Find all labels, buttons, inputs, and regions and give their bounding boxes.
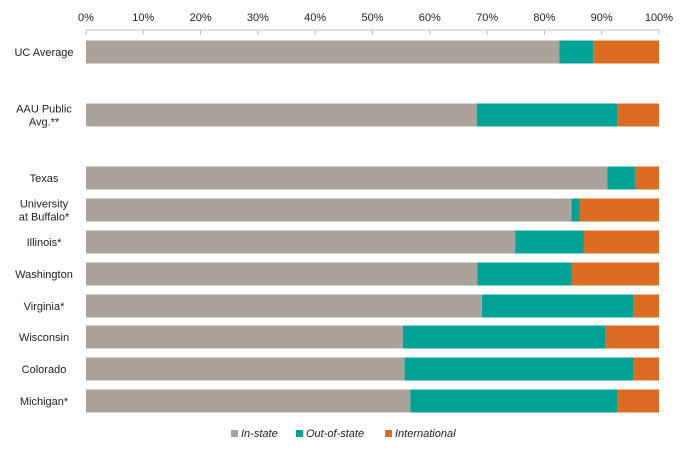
bar-segment [86, 294, 482, 318]
category-label: Illinois* [27, 237, 63, 249]
bar-segment [633, 357, 659, 381]
bar-segment [593, 40, 659, 64]
legend-label: Out-of-state [306, 428, 364, 440]
bar-segment [515, 230, 584, 254]
x-tick-label: 30% [247, 12, 269, 24]
category-label: Avg.** [29, 117, 60, 129]
bar-segment [579, 198, 659, 222]
bar-segment [86, 40, 560, 64]
bar-segment [86, 357, 405, 381]
legend-swatch [385, 430, 392, 437]
bar-segment [86, 230, 516, 254]
category-label: Michigan* [20, 396, 69, 408]
bar-segment [86, 325, 403, 349]
category-label: Colorado [22, 364, 67, 376]
bar-segment [633, 294, 659, 318]
category-label: University [20, 199, 69, 211]
bar-segment [86, 389, 411, 413]
bar-segment [86, 198, 572, 222]
bar-segment [476, 103, 618, 127]
category-label: Wisconsin [19, 332, 69, 344]
x-tick-label: 60% [419, 12, 441, 24]
x-tick-label: 100% [645, 12, 673, 24]
category-label: AAU Public [16, 104, 72, 116]
x-tick-label: 80% [533, 12, 555, 24]
legend-swatch [296, 430, 303, 437]
bar-segment [617, 103, 659, 127]
bar-segment [404, 357, 634, 381]
bar-segment [571, 262, 659, 286]
bar-segment [86, 166, 608, 190]
bar-segment [607, 166, 635, 190]
x-tick-label: 70% [476, 12, 498, 24]
legend-label: International [395, 428, 456, 440]
category-label: Washington [15, 269, 73, 281]
bar-segment [583, 230, 659, 254]
legend: In-state Out-of-state International [231, 428, 456, 440]
bar-segment [402, 325, 606, 349]
x-tick-label: 0% [78, 12, 94, 24]
x-axis: 0% 10% 20% 30% 40% 50% 60% 70% 80% 90% 100% [78, 12, 673, 35]
x-tick-label: 20% [190, 12, 212, 24]
category-label: UC Average [14, 47, 73, 59]
bar-segment [617, 389, 659, 413]
bar-segment [410, 389, 618, 413]
bar-segment [559, 40, 594, 64]
legend-swatch [231, 430, 238, 437]
bar-segment [86, 103, 477, 127]
x-tick-label: 50% [361, 12, 383, 24]
x-tick-label: 90% [591, 12, 613, 24]
category-label: at Buffalo* [19, 212, 70, 224]
x-tick-label: 40% [304, 12, 326, 24]
bar-segment [86, 262, 478, 286]
category-label: Texas [30, 173, 59, 185]
bar-segment [571, 198, 580, 222]
bar-segment [605, 325, 659, 349]
bar-segment [634, 166, 659, 190]
x-tick-label: 10% [132, 12, 154, 24]
bar-segment [477, 262, 572, 286]
legend-label: In-state [241, 428, 278, 440]
category-label: Virginia* [24, 301, 65, 313]
bar-segment [481, 294, 634, 318]
bars [86, 40, 659, 413]
